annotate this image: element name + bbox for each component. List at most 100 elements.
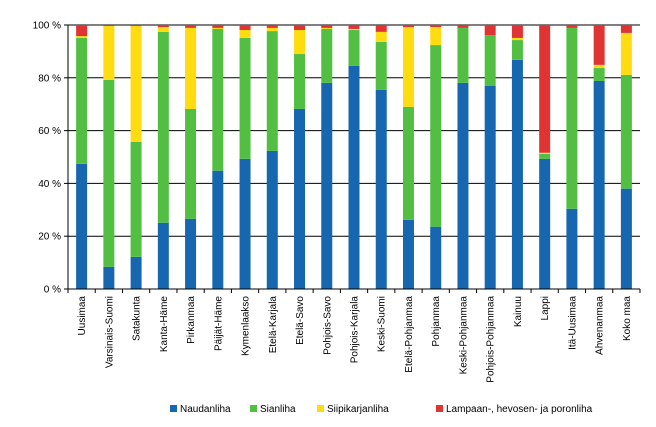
- bar-lampaan-hevosen-ja-poronliha-kanta-häme: [157, 25, 169, 28]
- bar-siipikarjanliha-pohjois-karjala: [348, 28, 360, 31]
- bar-lampaan-hevosen-ja-poronliha-pohjois-karjala: [348, 25, 360, 29]
- x-tick-label: Varsinais-Suomi: [104, 296, 115, 368]
- x-tick-label: Kanta-Häme: [159, 296, 170, 353]
- bar-lampaan-hevosen-ja-poronliha-etelä-pohjanmaa: [402, 25, 414, 28]
- bar-naudanliha-satakunta: [130, 256, 142, 289]
- bar-sianliha-pohjanmaa: [430, 45, 442, 227]
- bar-naudanliha-koko maa: [620, 188, 632, 289]
- bar-naudanliha-etelä-pohjanmaa: [402, 219, 414, 289]
- bar-sianliha-pohjois-pohjanmaa: [484, 35, 496, 86]
- bar-sianliha-pohjois-savo: [321, 28, 333, 83]
- bar-sianliha-varsinais-suomi: [103, 79, 115, 267]
- bar-lampaan-hevosen-ja-poronliha-etelä-karjala: [266, 25, 278, 28]
- bar-siipikarjanliha-kymenlaakso: [239, 30, 251, 38]
- bar-naudanliha-pirkanmaa: [185, 218, 197, 289]
- bar-naudanliha-päijät-häme: [212, 170, 224, 289]
- bar-siipikarjanliha-uusimaa: [76, 36, 88, 38]
- bar-lampaan-hevosen-ja-poronliha-ahvenanmaa: [593, 25, 605, 65]
- x-tick-label: Kymenlaakso: [241, 296, 252, 356]
- bar-naudanliha-etelä-karjala: [266, 150, 278, 289]
- x-tick-label: Koko maa: [622, 296, 633, 341]
- bar-sianliha-kainuu: [511, 40, 523, 60]
- axes: [64, 24, 641, 293]
- bar-sianliha-keski-pohjanmaa: [457, 27, 469, 83]
- bar-sianliha-satakunta: [130, 141, 142, 257]
- legend: Naudanliha Sianliha Siipikarjanliha Lampaan…: [170, 404, 593, 415]
- bar-naudanliha-kanta-häme: [157, 222, 169, 289]
- bar-siipikarjanliha-etelä-karjala: [266, 27, 278, 32]
- bar-naudanliha-pohjanmaa: [430, 226, 442, 289]
- bar-lampaan-hevosen-ja-poronliha-pohjanmaa: [430, 25, 442, 28]
- bar-lampaan-hevosen-ja-poronliha-lappi: [539, 25, 551, 153]
- bar-lampaan-hevosen-ja-poronliha-kymenlaakso: [239, 25, 251, 31]
- bar-naudanliha-pohjois-karjala: [348, 65, 360, 289]
- bar-lampaan-hevosen-ja-poronliha-pohjois-pohjanmaa: [484, 25, 496, 36]
- bar-siipikarjanliha-kanta-häme: [157, 27, 169, 32]
- x-tick-label: Pohjois-Savo: [322, 296, 333, 355]
- y-tick-label: 100 %: [33, 21, 61, 32]
- bar-siipikarjanliha-ahvenanmaa: [593, 64, 605, 69]
- bar-sianliha-uusimaa: [76, 37, 88, 164]
- legend-label: Sianliha: [260, 404, 296, 415]
- bar-naudanliha-pohjois-savo: [321, 82, 333, 289]
- bar-sianliha-etelä-karjala: [266, 31, 278, 151]
- bar-lampaan-hevosen-ja-poronliha-varsinais-suomi: [103, 25, 115, 27]
- y-tick-label: 80 %: [38, 73, 61, 84]
- bar-lampaan-hevosen-ja-poronliha-koko maa: [620, 25, 632, 33]
- x-tick-label: Keski-Suomi: [377, 296, 388, 352]
- x-tick-label: Etelä-Pohjanmaa: [404, 296, 415, 373]
- bar-siipikarjanliha-etelä-savo: [294, 30, 306, 55]
- y-tick-label: 0 %: [44, 285, 61, 296]
- y-tick-label: 60 %: [38, 126, 61, 137]
- bar-naudanliha-itä-uusimaa: [566, 208, 578, 289]
- bar-lampaan-hevosen-ja-poronliha-keski-pohjanmaa: [457, 25, 469, 28]
- bar-naudanliha-pohjois-pohjanmaa: [484, 85, 496, 289]
- bar-lampaan-hevosen-ja-poronliha-itä-uusimaa: [566, 25, 578, 28]
- y-tick-label: 20 %: [38, 232, 61, 243]
- x-tick-label: Ahvenanmaa: [595, 296, 606, 355]
- bar-naudanliha-lappi: [539, 158, 551, 289]
- x-tick-label: Lappi: [540, 296, 551, 320]
- bar-siipikarjanliha-koko maa: [620, 32, 632, 75]
- x-tick-label: Kainuu: [513, 296, 524, 327]
- bar-sianliha-etelä-pohjanmaa: [402, 106, 414, 220]
- bar-lampaan-hevosen-ja-poronliha-satakunta: [130, 25, 142, 27]
- x-tick-label: Pohjanmaa: [431, 296, 442, 347]
- bar-sianliha-keski-suomi: [375, 41, 387, 90]
- legend-swatch: [317, 405, 324, 412]
- legend-swatch: [250, 405, 257, 412]
- bar-siipikarjanliha-pirkanmaa: [185, 27, 197, 109]
- y-tick-label: 40 %: [38, 179, 61, 190]
- x-tick-label: Pohjois-Pohjanmaa: [486, 296, 497, 383]
- bar-naudanliha-keski-suomi: [375, 89, 387, 289]
- bar-sianliha-kanta-häme: [157, 31, 169, 223]
- bar-naudanliha-etelä-savo: [294, 108, 306, 290]
- bar-siipikarjanliha-lappi: [539, 152, 551, 154]
- bar-siipikarjanliha-kainuu: [511, 37, 523, 41]
- bar-naudanliha-varsinais-suomi: [103, 266, 115, 289]
- bar-naudanliha-keski-pohjanmaa: [457, 82, 469, 289]
- bar-siipikarjanliha-pohjois-savo: [321, 27, 333, 29]
- bar-sianliha-pohjois-karjala: [348, 30, 360, 66]
- bar-naudanliha-uusimaa: [76, 163, 88, 289]
- x-tick-label: Keski-Pohjanmaa: [458, 296, 469, 375]
- bar-lampaan-hevosen-ja-poronliha-keski-suomi: [375, 25, 387, 32]
- legend-label: Lampaan-, hevosen- ja poronliha: [446, 404, 593, 415]
- bar-siipikarjanliha-etelä-pohjanmaa: [402, 27, 414, 107]
- bar-lampaan-hevosen-ja-poronliha-uusimaa: [76, 25, 88, 37]
- x-tick-label: Itä-Uusimaa: [567, 296, 578, 350]
- bar-siipikarjanliha-pohjanmaa: [430, 27, 442, 46]
- x-tick-label: Etelä-Karjala: [268, 296, 279, 354]
- bar-naudanliha-kainuu: [511, 59, 523, 290]
- bar-sianliha-päijät-häme: [212, 28, 224, 171]
- bar-siipikarjanliha-varsinais-suomi: [103, 26, 115, 80]
- x-tick-label: Etelä-Savo: [295, 296, 306, 345]
- bar-siipikarjanliha-päijät-häme: [212, 27, 224, 29]
- bar-sianliha-etelä-savo: [294, 54, 306, 109]
- bar-sianliha-ahvenanmaa: [593, 68, 605, 81]
- bar-naudanliha-ahvenanmaa: [593, 80, 605, 289]
- bar-siipikarjanliha-keski-suomi: [375, 31, 387, 42]
- bar-naudanliha-kymenlaakso: [239, 158, 251, 289]
- bar-lampaan-hevosen-ja-poronliha-pirkanmaa: [185, 25, 197, 28]
